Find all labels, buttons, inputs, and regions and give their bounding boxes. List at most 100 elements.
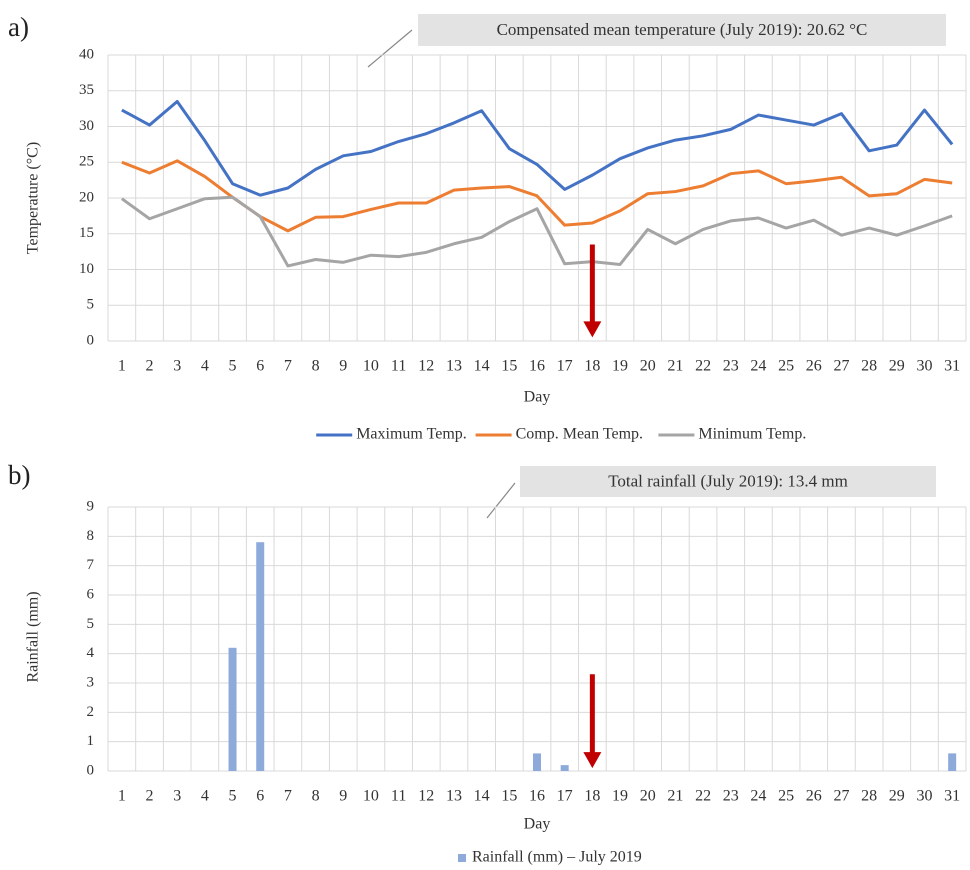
x-tick-label: 30: [916, 358, 932, 375]
x-tick-label: 14: [474, 358, 490, 375]
x-tick-label: 18: [584, 358, 600, 375]
x-tick-label: 1: [118, 358, 126, 375]
y-tick-label: 6: [87, 586, 95, 602]
bar: [560, 765, 569, 771]
x-tick-label: 27: [833, 788, 849, 805]
x-tick-label: 3: [173, 358, 181, 375]
y-tick-label: 0: [87, 332, 95, 348]
x-tick-label: 6: [256, 358, 264, 375]
x-tick-label: 31: [944, 788, 960, 805]
y-axis-title: Rainfall (mm): [25, 591, 42, 682]
x-tick-label: 8: [312, 358, 320, 375]
legend-label: Comp. Mean Temp.: [516, 426, 643, 443]
x-tick-label: 29: [889, 788, 905, 805]
y-tick-label: 30: [79, 118, 94, 134]
legend-label: Minimum Temp.: [698, 426, 806, 443]
x-tick-label: 10: [363, 358, 379, 375]
x-tick-label: 7: [284, 358, 292, 375]
y-tick-label: 20: [79, 189, 94, 205]
x-tick-label: 15: [501, 358, 517, 375]
y-tick-label: 4: [87, 645, 95, 661]
y-axis-title: Temperature (°C): [25, 142, 42, 254]
x-tick-label: 17: [557, 358, 573, 375]
bar: [533, 753, 541, 771]
legend-label: Maximum Temp.: [356, 426, 467, 443]
x-tick-label: 14: [474, 788, 490, 805]
x-tick-label: 13: [446, 788, 462, 805]
x-tick-label: 28: [861, 788, 877, 805]
arrow-head: [583, 752, 602, 769]
x-tick-label: 12: [418, 788, 434, 805]
y-tick-label: 7: [87, 557, 95, 573]
x-tick-label: 2: [146, 358, 154, 375]
y-tick-label: 8: [87, 528, 95, 544]
y-tick-label: 25: [79, 154, 94, 170]
x-axis-title: Day: [524, 816, 551, 833]
x-tick-label: 6: [256, 788, 264, 805]
y-tick-label: 40: [79, 46, 94, 62]
x-tick-label: 26: [806, 788, 822, 805]
x-tick-label: 30: [916, 788, 932, 805]
x-tick-label: 18: [584, 788, 600, 805]
x-tick-label: 23: [723, 788, 739, 805]
x-tick-label: 19: [612, 358, 628, 375]
series-line: [120, 195, 953, 268]
x-tick-label: 29: [889, 358, 905, 375]
arrow-head: [583, 321, 602, 338]
x-tick-label: 7: [284, 788, 292, 805]
y-tick-label: 15: [79, 225, 94, 241]
x-tick-label: 24: [750, 788, 766, 805]
x-tick-label: 25: [778, 358, 794, 375]
x-tick-label: 31: [944, 358, 960, 375]
x-tick-label: 19: [612, 788, 628, 805]
x-tick-label: 28: [861, 358, 877, 375]
x-tick-label: 25: [778, 788, 794, 805]
x-tick-label: 1: [118, 788, 126, 805]
y-tick-label: 9: [87, 498, 95, 514]
x-tick-label: 16: [529, 788, 545, 805]
legend-swatch: [458, 854, 466, 862]
x-tick-label: 17: [557, 788, 573, 805]
x-tick-label: 9: [339, 358, 347, 375]
annotation: Total rainfall (July 2019): 13.4 mm: [608, 471, 848, 490]
y-tick-label: 2: [87, 704, 95, 720]
panel-label: a): [8, 12, 29, 42]
x-tick-label: 16: [529, 358, 545, 375]
annotation-leader: [486, 482, 516, 519]
annotation-box: [418, 14, 946, 46]
y-tick-label: 5: [87, 616, 95, 632]
x-tick-label: 9: [339, 788, 347, 805]
x-tick-label: 5: [229, 358, 237, 375]
x-tick-label: 11: [391, 358, 406, 375]
x-tick-label: 5: [229, 788, 237, 805]
y-tick-label: 3: [87, 674, 95, 690]
bar: [228, 647, 237, 771]
x-tick-label: 21: [667, 788, 683, 805]
arrow: [583, 244, 602, 338]
arrow: [583, 674, 602, 769]
x-tick-label: 11: [391, 788, 406, 805]
y-tick-label: 5: [87, 297, 95, 313]
bar: [948, 753, 957, 771]
y-tick-label: 0: [87, 762, 95, 778]
x-tick-label: 12: [418, 358, 434, 375]
x-tick-label: 10: [363, 788, 379, 805]
panel-label: b): [8, 460, 31, 490]
x-tick-label: 4: [201, 358, 209, 375]
annotation-leader: [367, 29, 413, 68]
y-tick-label: 35: [79, 82, 94, 98]
x-tick-label: 4: [201, 788, 209, 805]
x-tick-label: 8: [312, 788, 320, 805]
x-tick-label: 15: [501, 788, 517, 805]
y-tick-label: 1: [87, 733, 95, 749]
annotation-box: [520, 466, 936, 497]
x-tick-label: 13: [446, 358, 462, 375]
bar: [256, 542, 265, 771]
x-tick-label: 23: [723, 358, 739, 375]
x-axis-title: Day: [524, 389, 551, 406]
x-tick-label: 2: [146, 788, 154, 805]
x-tick-label: 24: [750, 358, 766, 375]
x-tick-label: 20: [640, 788, 656, 805]
x-tick-label: 22: [695, 788, 711, 805]
